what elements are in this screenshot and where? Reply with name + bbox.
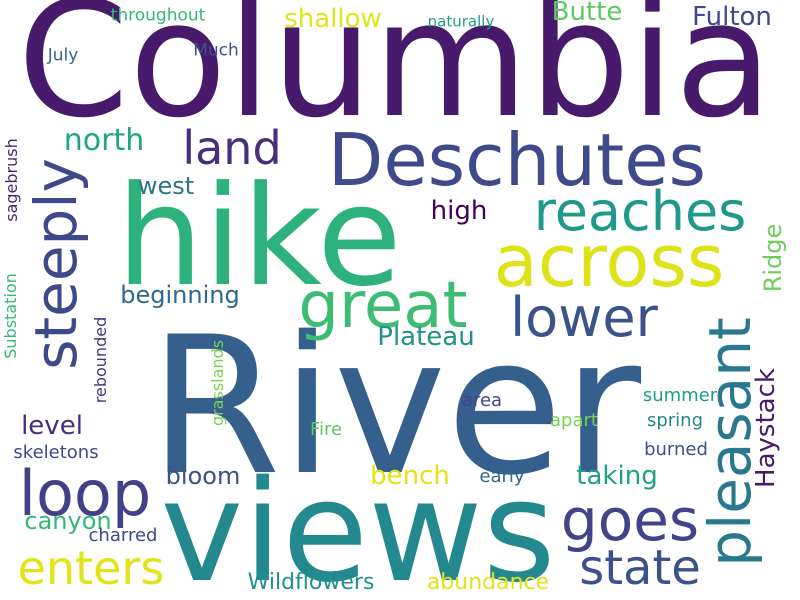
word-apart: apart bbox=[550, 410, 598, 431]
word-area: area bbox=[461, 390, 503, 411]
word-ridge: Ridge bbox=[759, 223, 787, 293]
word-grasslands: grasslands bbox=[208, 339, 227, 427]
word-wildflowers: Wildflowers bbox=[247, 570, 375, 595]
word-north: north bbox=[63, 123, 145, 158]
word-plateau: Plateau bbox=[377, 322, 475, 352]
word-abundance: abundance bbox=[426, 570, 550, 595]
word-spring: spring bbox=[646, 410, 704, 431]
word-reaches: reaches bbox=[533, 180, 747, 243]
word-high: high bbox=[430, 196, 488, 226]
word-land: land bbox=[182, 121, 282, 175]
word-state: state bbox=[579, 540, 701, 596]
word-deschutes: Deschutes bbox=[327, 118, 707, 202]
word-views: views bbox=[160, 451, 556, 600]
word-fire: Fire bbox=[309, 419, 343, 440]
word-bench: bench bbox=[370, 461, 450, 491]
word-goes: goes bbox=[560, 486, 700, 554]
word-lower: lower bbox=[510, 286, 658, 349]
word-across: across bbox=[493, 219, 725, 303]
word-beginning: beginning bbox=[120, 281, 240, 309]
word-taking: taking bbox=[576, 461, 658, 491]
word-shallow: shallow bbox=[284, 4, 382, 34]
word-enters: enters bbox=[17, 541, 165, 595]
word-rebounded: rebounded bbox=[91, 316, 110, 404]
word-hike: hike bbox=[116, 156, 402, 317]
word-columbia: Columbia bbox=[17, 0, 773, 153]
word-river: River bbox=[148, 296, 642, 517]
word-fulton: Fulton bbox=[692, 2, 772, 32]
word-butte: Butte bbox=[551, 0, 623, 27]
word-july: July bbox=[47, 45, 79, 66]
word-steeply: steeply bbox=[22, 158, 90, 370]
word-great: great bbox=[298, 269, 468, 343]
word-early: early bbox=[479, 466, 525, 487]
word-naturally: naturally bbox=[427, 12, 495, 31]
word-haystack: Haystack bbox=[751, 368, 781, 488]
word-much: Much bbox=[193, 40, 239, 61]
word-level: level bbox=[21, 411, 83, 441]
word-loop: loop bbox=[18, 457, 152, 530]
word-canyon: canyon bbox=[24, 507, 112, 535]
word-bloom: bloom bbox=[165, 462, 241, 490]
word-west: west bbox=[137, 172, 195, 200]
word-summer: summer bbox=[642, 385, 718, 406]
word-charred: charred bbox=[88, 525, 158, 546]
word-substation: Substation bbox=[1, 273, 20, 359]
word-throughout: throughout bbox=[110, 5, 206, 26]
word-skeletons: skeletons bbox=[13, 442, 99, 463]
word-burned: burned bbox=[644, 439, 708, 460]
word-sagebrush: sagebrush bbox=[2, 138, 21, 222]
